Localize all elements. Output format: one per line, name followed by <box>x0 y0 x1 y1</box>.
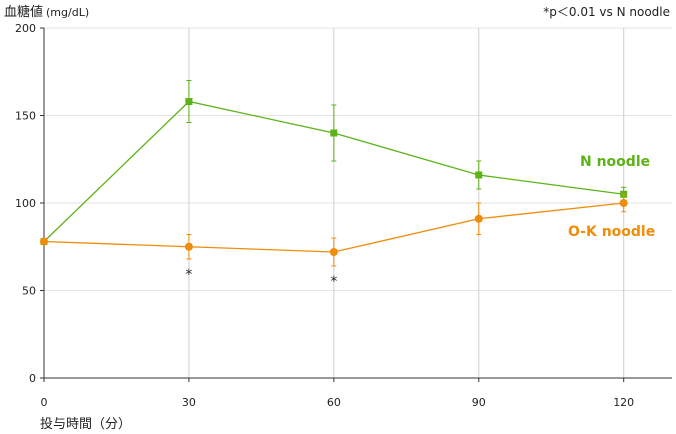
data-point <box>40 237 48 246</box>
significance-asterisk: * <box>185 267 192 283</box>
x-tick-label: 0 <box>41 396 48 409</box>
data-point <box>474 214 483 223</box>
data-point <box>329 248 338 256</box>
x-tick-label: 60 <box>327 396 341 409</box>
x-tick-label: 120 <box>613 396 634 409</box>
significance-note: *p＜0.01 vs N noodle <box>543 5 670 19</box>
y-axis-title: 血糖値 (mg/dL) <box>4 4 89 20</box>
legend-ok-noodle: O-K noodle <box>568 224 655 240</box>
data-point <box>185 98 193 105</box>
y-tick-label: 150 <box>15 110 36 123</box>
y-axis-title-text: 血糖値 <box>4 4 43 20</box>
data-point <box>184 242 193 251</box>
legend-n-noodle: N noodle <box>580 154 650 170</box>
x-axis-title: 投与時間（分） <box>40 416 131 432</box>
x-tick-label: 30 <box>182 396 196 409</box>
data-point <box>619 199 628 207</box>
data-point <box>475 171 483 179</box>
y-tick-label: 200 <box>15 22 36 35</box>
series-o-k-noodle <box>40 193 628 267</box>
y-tick-label: 50 <box>22 285 36 298</box>
y-tick-label: 0 <box>29 372 36 385</box>
series-group <box>40 80 628 267</box>
x-tick-label: 90 <box>472 396 486 409</box>
significance-asterisk: * <box>330 274 337 290</box>
y-tick-labels: 0 50 100 150 200 <box>15 22 44 385</box>
x-tick-labels: 0 30 60 90 120 <box>41 378 634 409</box>
data-point <box>330 129 338 137</box>
y-axis-unit: (mg/dL) <box>46 6 89 19</box>
grid-lines <box>44 27 672 378</box>
significance-markers: * * <box>185 267 337 290</box>
y-tick-label: 100 <box>15 197 36 210</box>
